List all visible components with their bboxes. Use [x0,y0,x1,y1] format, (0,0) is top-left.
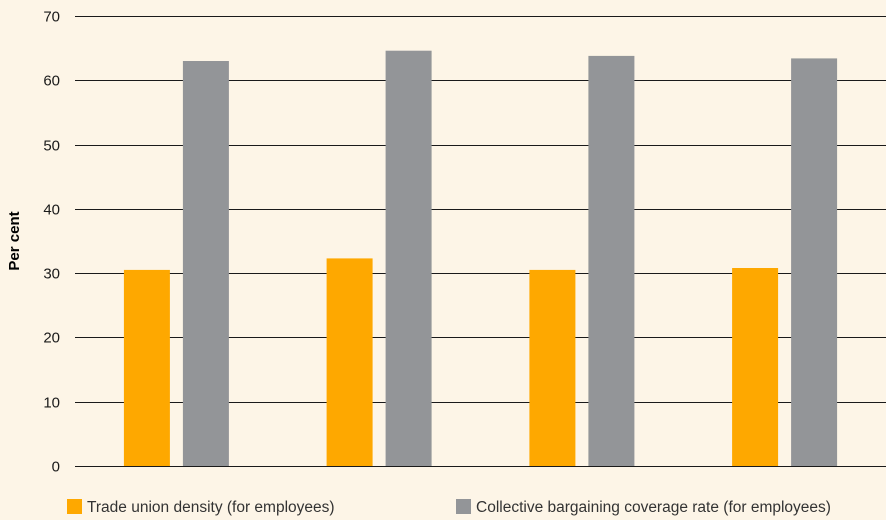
y-tick-label: 50 [43,138,60,155]
legend-label: Trade union density (for employees) [87,499,335,516]
bar-collective-bargaining-coverage [791,58,838,467]
y-tick-label: 10 [43,395,60,412]
legend-item: Trade union density (for employees) [67,499,335,516]
legend-swatch [67,499,82,514]
bar-trade-union-density [529,269,576,466]
y-tick-label: 60 [43,73,60,90]
legend-item: Collective bargaining coverage rate (for… [456,499,831,516]
legend: Trade union density (for employees) Colle… [67,499,831,516]
bar-collective-bargaining-coverage [588,55,635,467]
y-tick-label: 40 [43,202,60,219]
bar-trade-union-density [123,269,170,466]
y-tick-label: 0 [52,459,60,476]
bars [123,50,838,467]
legend-label: Collective bargaining coverage rate (for… [476,499,831,516]
y-tick-label: 70 [43,9,60,26]
y-tick-label: 20 [43,330,60,347]
legend-swatch [456,499,471,514]
y-axis-title: Per cent [6,211,23,270]
y-axis-tick-labels: 0 10 20 30 40 50 60 70 [43,9,60,476]
bar-collective-bargaining-coverage [385,50,432,466]
bar-trade-union-density [326,258,373,466]
bar-collective-bargaining-coverage [182,61,229,466]
bar-trade-union-density [732,268,779,466]
y-tick-label: 30 [43,266,60,283]
